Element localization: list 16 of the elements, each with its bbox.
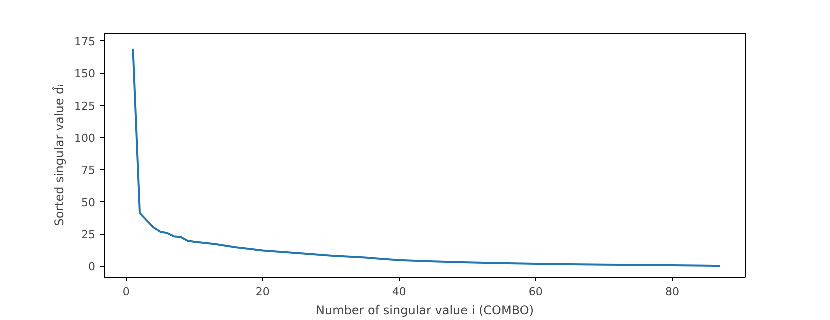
- x-tick-label: 60: [528, 286, 543, 298]
- y-tick-label: 100: [74, 132, 96, 145]
- y-axis-title: Sorted singular value d̂ᵢ: [52, 84, 67, 226]
- y-tick-label: 50: [82, 196, 96, 210]
- y-tick-label: 150: [74, 68, 96, 81]
- y-tick-label: 175: [74, 35, 96, 48]
- y-tick-label: 25: [82, 228, 96, 242]
- x-tick-label: 80: [665, 286, 680, 298]
- x-tick-label: 0: [122, 286, 130, 298]
- x-tick-label: 20: [256, 286, 270, 298]
- y-tick-label: 75: [82, 164, 96, 178]
- y-tick-label: 0: [88, 260, 96, 274]
- line-series: [132, 48, 722, 268]
- y-tick-label: 125: [74, 100, 96, 113]
- x-axis-title: Number of singular value i (COMBO): [316, 304, 534, 318]
- x-tick-label: 40: [392, 286, 406, 298]
